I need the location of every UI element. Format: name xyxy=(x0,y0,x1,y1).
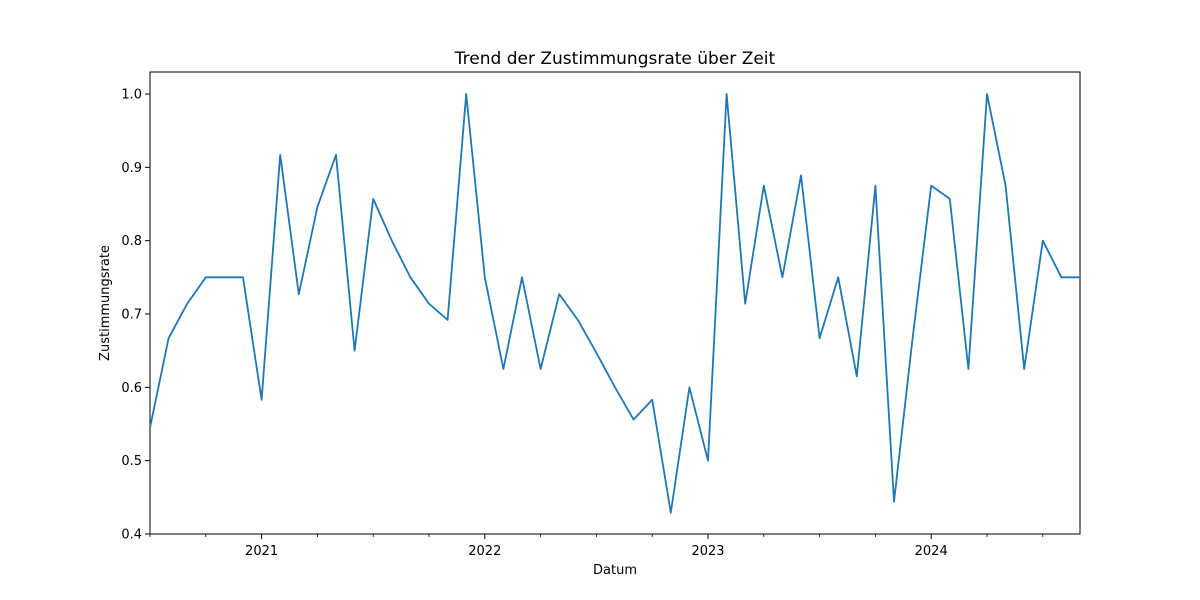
chart-title: Trend der Zustimmungsrate über Zeit xyxy=(454,49,776,69)
plot-area xyxy=(149,71,1081,535)
y-axis: 0.4 0.5 0.6 0.7 0.8 0.9 1.0 xyxy=(121,88,150,543)
x-minor-ticks xyxy=(149,534,1044,537)
y-tick-label: 0.7 xyxy=(121,308,142,323)
y-tick-label: 0.6 xyxy=(121,381,142,396)
x-tick-label: 2022 xyxy=(468,544,501,559)
x-axis-label: Datum xyxy=(593,563,637,578)
y-tick-label: 0.8 xyxy=(121,234,142,249)
y-tick-label: 0.5 xyxy=(121,454,142,469)
x-axis: 2021 2022 2023 2024 xyxy=(245,534,948,559)
y-axis-label: Zustimmungsrate xyxy=(98,245,113,361)
y-tick-label: 0.4 xyxy=(121,528,142,543)
x-tick-label: 2024 xyxy=(915,544,948,559)
x-tick-label: 2023 xyxy=(691,544,724,559)
y-tick-label: 1.0 xyxy=(121,88,142,103)
y-tick-label: 0.9 xyxy=(121,161,142,176)
series-line xyxy=(149,93,1080,514)
x-tick-label: 2021 xyxy=(245,544,278,559)
